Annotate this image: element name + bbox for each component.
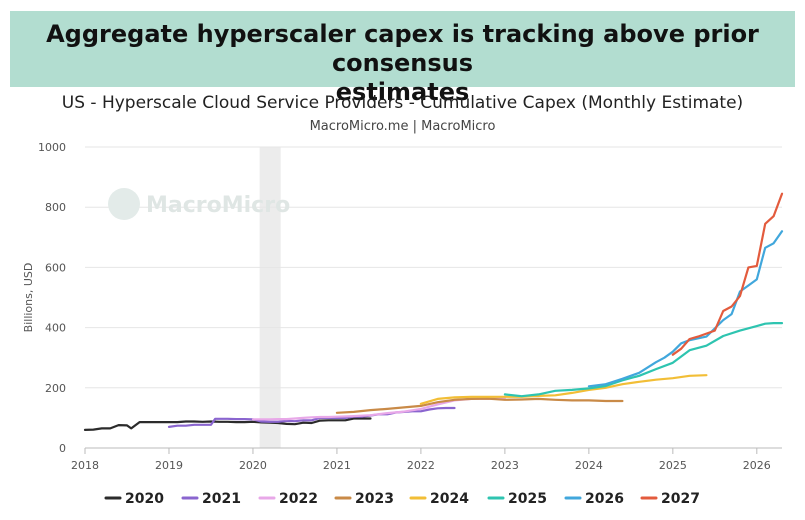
chart-subtitle: MacroMicro.me | MacroMicro [309, 119, 496, 134]
series-line-2025 [503, 322, 784, 398]
x-tick-label: 2023 [491, 459, 519, 472]
series-line-2020 [83, 417, 372, 431]
y-axis-label: Billions, USD [22, 263, 35, 333]
chart-title: US - Hyperscale Cloud Service Providers … [61, 93, 744, 113]
watermark-text: MacroMicro [146, 193, 290, 218]
headline-text: Aggregate hyperscaler capex is tracking … [10, 20, 795, 107]
headline-line-1: Aggregate hyperscaler capex is tracking … [46, 20, 759, 77]
y-tick-label: 0 [59, 442, 66, 455]
legend-label-2021: 2021 [202, 491, 241, 507]
legend-label-2025: 2025 [508, 491, 547, 507]
x-tick-label: 2026 [743, 459, 771, 472]
x-tick-label: 2022 [407, 459, 435, 472]
headline-banner: Aggregate hyperscaler capex is tracking … [10, 11, 795, 106]
recession-shade [259, 147, 281, 448]
x-tick-label: 2025 [659, 459, 687, 472]
legend-label-2024: 2024 [430, 491, 469, 507]
series-line-2023 [335, 397, 624, 414]
y-tick-label: 400 [45, 322, 66, 335]
legend-label-2026: 2026 [585, 491, 624, 507]
series-line-2027 [671, 192, 784, 356]
series-line-2024 [419, 374, 708, 405]
y-tick-label: 800 [45, 201, 66, 214]
x-tick-label: 2021 [323, 459, 351, 472]
legend-label-2022: 2022 [279, 491, 318, 507]
x-tick-label: 2019 [155, 459, 183, 472]
y-tick-label: 200 [45, 382, 66, 395]
y-tick-label: 1000 [38, 141, 66, 154]
x-tick-label: 2018 [71, 459, 99, 472]
x-tick-label: 2024 [575, 459, 603, 472]
series-line-2022 [251, 396, 506, 421]
y-tick-label: 600 [45, 261, 66, 274]
x-tick-label: 2020 [239, 459, 267, 472]
series-line-2026 [587, 230, 784, 388]
legend-label-2027: 2027 [661, 491, 700, 507]
watermark-logo-icon [108, 188, 140, 220]
legend-label-2023: 2023 [355, 491, 394, 507]
headline-line-2: estimates [335, 78, 470, 106]
legend-label-2020: 2020 [125, 491, 164, 507]
